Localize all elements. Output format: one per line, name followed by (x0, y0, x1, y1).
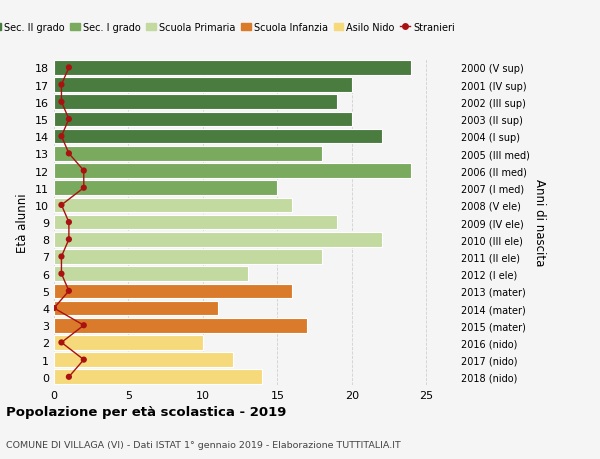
Text: Popolazione per età scolastica - 2019: Popolazione per età scolastica - 2019 (6, 405, 286, 419)
Bar (54, 112, 352, 127)
Point (56, 82, 66, 89)
Bar (54, 181, 277, 196)
Point (49, 305, 59, 312)
Bar (54, 267, 248, 281)
Point (64, 219, 74, 226)
Legend: Sec. II grado, Sec. I grado, Scuola Primaria, Scuola Infanzia, Asilo Nido, Stran: Sec. II grado, Sec. I grado, Scuola Prim… (0, 19, 458, 37)
Bar (54, 147, 322, 161)
Bar (54, 78, 352, 93)
Bar (54, 232, 382, 247)
Bar (54, 318, 307, 333)
Point (79, 322, 89, 329)
Bar (54, 353, 233, 367)
Point (56, 253, 66, 261)
Bar (54, 129, 382, 144)
Y-axis label: Età alunni: Età alunni (16, 193, 29, 252)
Bar (54, 61, 412, 76)
Point (56, 270, 66, 278)
Point (56, 339, 66, 347)
Point (64, 373, 74, 381)
Bar (54, 198, 292, 213)
Bar (54, 301, 218, 316)
Point (64, 236, 74, 243)
Bar (54, 95, 337, 110)
Point (79, 168, 89, 175)
Bar (54, 369, 262, 384)
Bar (54, 250, 322, 264)
Text: COMUNE DI VILLAGA (VI) - Dati ISTAT 1° gennaio 2019 - Elaborazione TUTTITALIA.IT: COMUNE DI VILLAGA (VI) - Dati ISTAT 1° g… (6, 441, 401, 449)
Bar (54, 336, 203, 350)
Point (64, 287, 74, 295)
Bar (54, 284, 292, 298)
Y-axis label: Anni di nascita: Anni di nascita (533, 179, 547, 266)
Bar (54, 164, 412, 179)
Point (64, 151, 74, 158)
Point (56, 99, 66, 106)
Bar (54, 215, 337, 230)
Point (64, 65, 74, 72)
Point (79, 356, 89, 364)
Point (56, 133, 66, 140)
Point (79, 185, 89, 192)
Point (64, 116, 74, 123)
Point (56, 202, 66, 209)
